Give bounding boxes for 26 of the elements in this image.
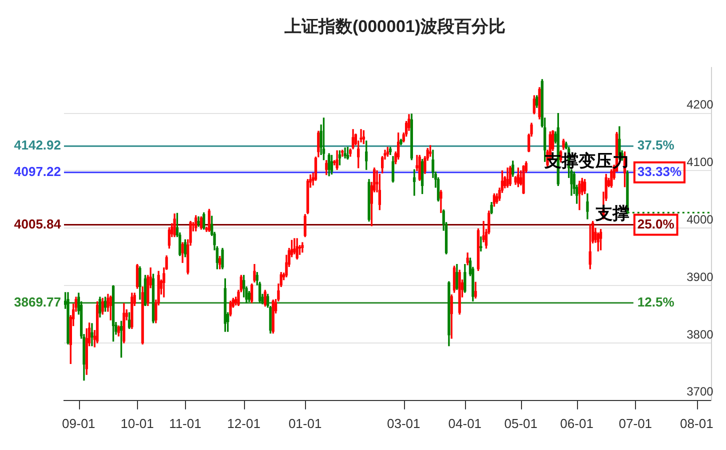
annotation: 37.5% xyxy=(637,138,675,153)
y-tick-label: 3900 xyxy=(686,270,714,284)
ref-line-label: 4142.92 xyxy=(14,138,61,153)
annotation: 25.0% xyxy=(637,216,675,232)
ref-line-label: 4097.22 xyxy=(14,164,61,179)
y-tick-label: 4200 xyxy=(686,98,714,112)
x-tick-label: 10-01 xyxy=(120,416,154,431)
x-tick-label: 03-01 xyxy=(387,416,420,431)
annotation: 12.5% xyxy=(637,294,675,310)
annotation: 33.33% xyxy=(637,164,682,179)
x-tick-label: 05-01 xyxy=(504,416,538,431)
y-tick-label: 3700 xyxy=(686,384,714,399)
x-tick-label: 11-01 xyxy=(169,416,202,431)
x-tick-label: 06-01 xyxy=(560,416,594,431)
ref-line-label: 4005.84 xyxy=(14,216,62,232)
y-tick-label: 4000 xyxy=(686,212,714,226)
y-tick-label: 4100 xyxy=(686,155,714,170)
x-tick-label: 12-01 xyxy=(227,416,260,431)
x-tick-label: 07-01 xyxy=(618,416,652,431)
x-tick-label: 01-01 xyxy=(288,416,322,431)
chart-title: 上证指数(000001)波段百分比 xyxy=(283,16,506,36)
x-tick-label: 09-01 xyxy=(62,416,96,431)
x-tick-label: 08-01 xyxy=(680,416,714,431)
x-tick-label: 04-01 xyxy=(448,416,482,431)
ref-line-label: 3869.77 xyxy=(14,294,61,310)
y-tick-label: 3800 xyxy=(686,327,714,342)
